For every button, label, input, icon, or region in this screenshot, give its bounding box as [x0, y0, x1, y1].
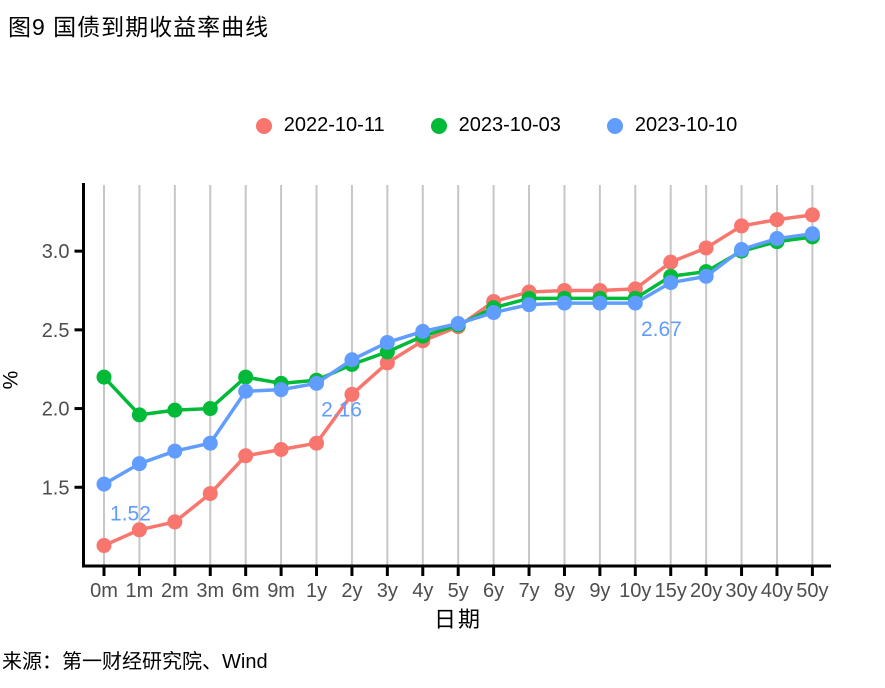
data-point-2023-10-10-3y — [379, 334, 395, 350]
data-point-2023-10-10-6y — [486, 305, 502, 321]
y-tick-label: 3.0 — [42, 241, 70, 263]
x-tick-label-5y: 5y — [448, 580, 469, 602]
y-tick-label: 2.0 — [42, 399, 70, 421]
legend-label: 2022-10-11 — [283, 114, 385, 136]
data-point-2023-10-10-3m — [202, 435, 218, 451]
x-tick-label-6m: 6m — [232, 580, 260, 602]
x-tick-label-1m: 1m — [126, 580, 154, 602]
data-point-2022-10-11-3y — [379, 355, 395, 371]
data-point-2022-10-11-2m — [167, 514, 183, 530]
data-point-2022-10-11-2y — [344, 386, 360, 402]
data-point-2023-10-10-20y — [698, 268, 714, 284]
legend-dot-icon — [255, 117, 272, 134]
x-tick-label-6y: 6y — [483, 580, 504, 602]
legend-item-2023-10-10: 2023-10-10 — [606, 114, 738, 137]
x-tick-label-9m: 9m — [267, 580, 295, 602]
x-tick-label-15y: 15y — [655, 580, 687, 602]
data-point-2023-10-10-2y — [344, 352, 360, 368]
data-point-2023-10-03-0m — [96, 369, 112, 385]
x-tick-label-2m: 2m — [161, 580, 189, 602]
x-tick-label-40y: 40y — [761, 580, 793, 602]
data-point-2023-10-03-3m — [202, 401, 218, 417]
x-tick-label-8y: 8y — [554, 580, 575, 602]
x-tick-label-2y: 2y — [341, 580, 362, 602]
legend-dot-icon — [430, 117, 447, 134]
x-tick-label-1y: 1y — [306, 580, 327, 602]
data-point-2023-10-10-40y — [769, 231, 785, 247]
data-point-2022-10-11-6m — [238, 448, 254, 464]
data-point-2023-10-10-6m — [238, 383, 254, 399]
data-point-2023-10-10-15y — [663, 275, 679, 291]
data-point-2023-10-10-9y — [592, 295, 608, 311]
legend-label: 2023-10-10 — [634, 114, 738, 136]
data-point-2023-10-10-5y — [450, 316, 466, 332]
y-axis-title: % — [0, 370, 23, 390]
data-point-2022-10-11-20y — [698, 240, 714, 256]
data-point-2023-10-03-6m — [238, 369, 254, 385]
data-point-2022-10-11-9m — [273, 441, 289, 457]
x-tick-label-50y: 50y — [796, 580, 828, 602]
data-point-2023-10-10-50y — [804, 226, 820, 242]
data-point-2023-10-03-2m — [167, 402, 183, 418]
data-point-2023-10-10-7y — [521, 297, 537, 313]
data-point-2023-10-10-9m — [273, 382, 289, 398]
x-tick-label-4y: 4y — [412, 580, 433, 602]
data-point-2023-10-10-2m — [167, 443, 183, 459]
chart-title: 图9 国债到期收益率曲线 — [8, 14, 270, 40]
data-point-2022-10-11-1y — [309, 435, 325, 451]
data-point-2023-10-10-4y — [415, 323, 431, 339]
data-point-2023-10-10-0m — [96, 476, 112, 492]
x-tick-label-7y: 7y — [518, 580, 539, 602]
legend-item-2023-10-03: 2023-10-03 — [430, 114, 561, 137]
x-tick-label-0m: 0m — [90, 580, 118, 602]
data-point-2022-10-11-40y — [769, 212, 785, 228]
y-tick-label: 1.5 — [42, 477, 70, 499]
data-point-2022-10-11-15y — [663, 254, 679, 270]
data-point-2023-10-10-8y — [556, 295, 572, 311]
x-tick-label-9y: 9y — [589, 580, 610, 602]
annotation-1.52: 1.52 — [110, 502, 151, 525]
x-axis-title: 日期 — [433, 607, 482, 632]
data-point-2022-10-11-1m — [131, 522, 147, 538]
x-tick-label-20y: 20y — [690, 580, 722, 602]
chart-legend: 2022-10-11 2023-10-03 2023-10-10 — [0, 114, 885, 137]
data-point-2022-10-11-50y — [804, 207, 820, 223]
x-tick-label-10y: 10y — [619, 580, 651, 602]
data-point-2022-10-11-30y — [734, 218, 750, 234]
source-note: 来源：第一财经研究院、Wind — [2, 651, 268, 673]
x-tick-label-3m: 3m — [196, 580, 224, 602]
data-point-2023-10-10-30y — [734, 242, 750, 258]
legend-label: 2023-10-03 — [458, 114, 561, 136]
x-tick-label-3y: 3y — [377, 580, 398, 602]
data-point-2023-10-10-10y — [627, 295, 643, 311]
y-tick-label: 2.5 — [42, 320, 70, 342]
data-point-2022-10-11-3m — [202, 486, 218, 502]
annotation-2.16: 2.16 — [321, 398, 362, 421]
data-point-2022-10-11-0m — [96, 538, 112, 554]
legend-dot-icon — [606, 117, 623, 134]
annotation-2.67: 2.67 — [641, 318, 682, 341]
legend-item-2022-10-11: 2022-10-11 — [255, 114, 385, 137]
data-point-2023-10-10-1y — [309, 375, 325, 391]
x-tick-label-30y: 30y — [725, 580, 757, 602]
data-point-2023-10-10-1m — [131, 456, 147, 472]
data-point-2023-10-03-1m — [131, 407, 147, 423]
